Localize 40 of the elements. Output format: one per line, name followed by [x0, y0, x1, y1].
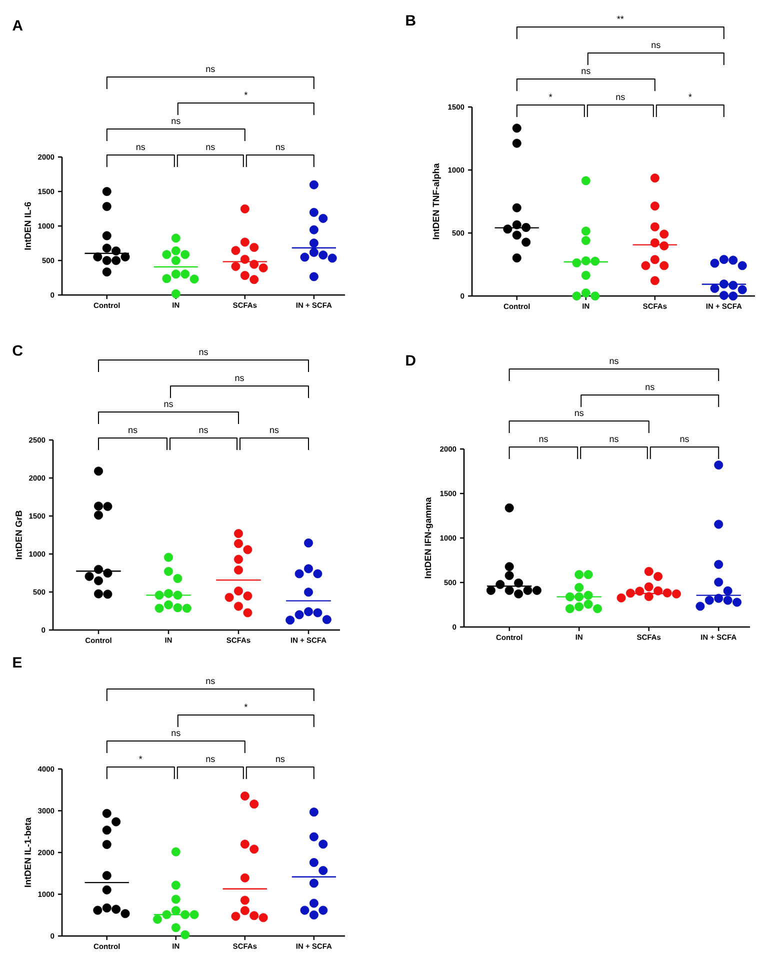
text: ns: [206, 757, 215, 762]
text: ns: [206, 679, 215, 684]
text: ns: [616, 95, 625, 100]
chart-title: C: [12, 345, 23, 356]
chart-title: B: [406, 15, 416, 26]
text: *: [548, 94, 552, 97]
text: ns: [276, 757, 285, 762]
text: ns: [652, 43, 660, 48]
text: ns: [610, 437, 618, 442]
text: ns: [646, 385, 654, 390]
y-axis-title: IntDEN GrB: [16, 510, 22, 560]
text: ns: [539, 437, 548, 442]
text: ns: [206, 145, 215, 150]
text: ns: [136, 145, 146, 150]
text: **: [617, 16, 624, 19]
y-axis-title: IntDEN IFN-gamma: [424, 497, 433, 578]
chart-title: E: [13, 657, 22, 668]
text: ns: [582, 69, 590, 74]
chart-title: A: [12, 20, 23, 31]
text: ns: [206, 67, 215, 72]
text: ns: [172, 119, 180, 124]
text: *: [244, 92, 248, 95]
text: ns: [235, 376, 244, 382]
chart-title: D: [406, 355, 416, 366]
text: ns: [270, 428, 279, 434]
text: ns: [276, 145, 285, 150]
y-axis-title: IntDEN IL-6: [24, 202, 31, 250]
text: ns: [164, 402, 173, 408]
y-axis-title: IntDEN TNF-alpha: [432, 163, 441, 240]
text: *: [244, 704, 248, 707]
text: ns: [199, 428, 208, 434]
text: ns: [199, 350, 208, 356]
text: *: [138, 756, 142, 759]
text: ns: [574, 411, 584, 416]
text: ns: [128, 428, 138, 434]
text: ns: [610, 359, 618, 364]
text: ns: [680, 437, 689, 442]
y-axis-title: IntDEN IL-1-beta: [24, 817, 31, 887]
text: *: [688, 94, 692, 97]
text: ns: [172, 731, 180, 736]
